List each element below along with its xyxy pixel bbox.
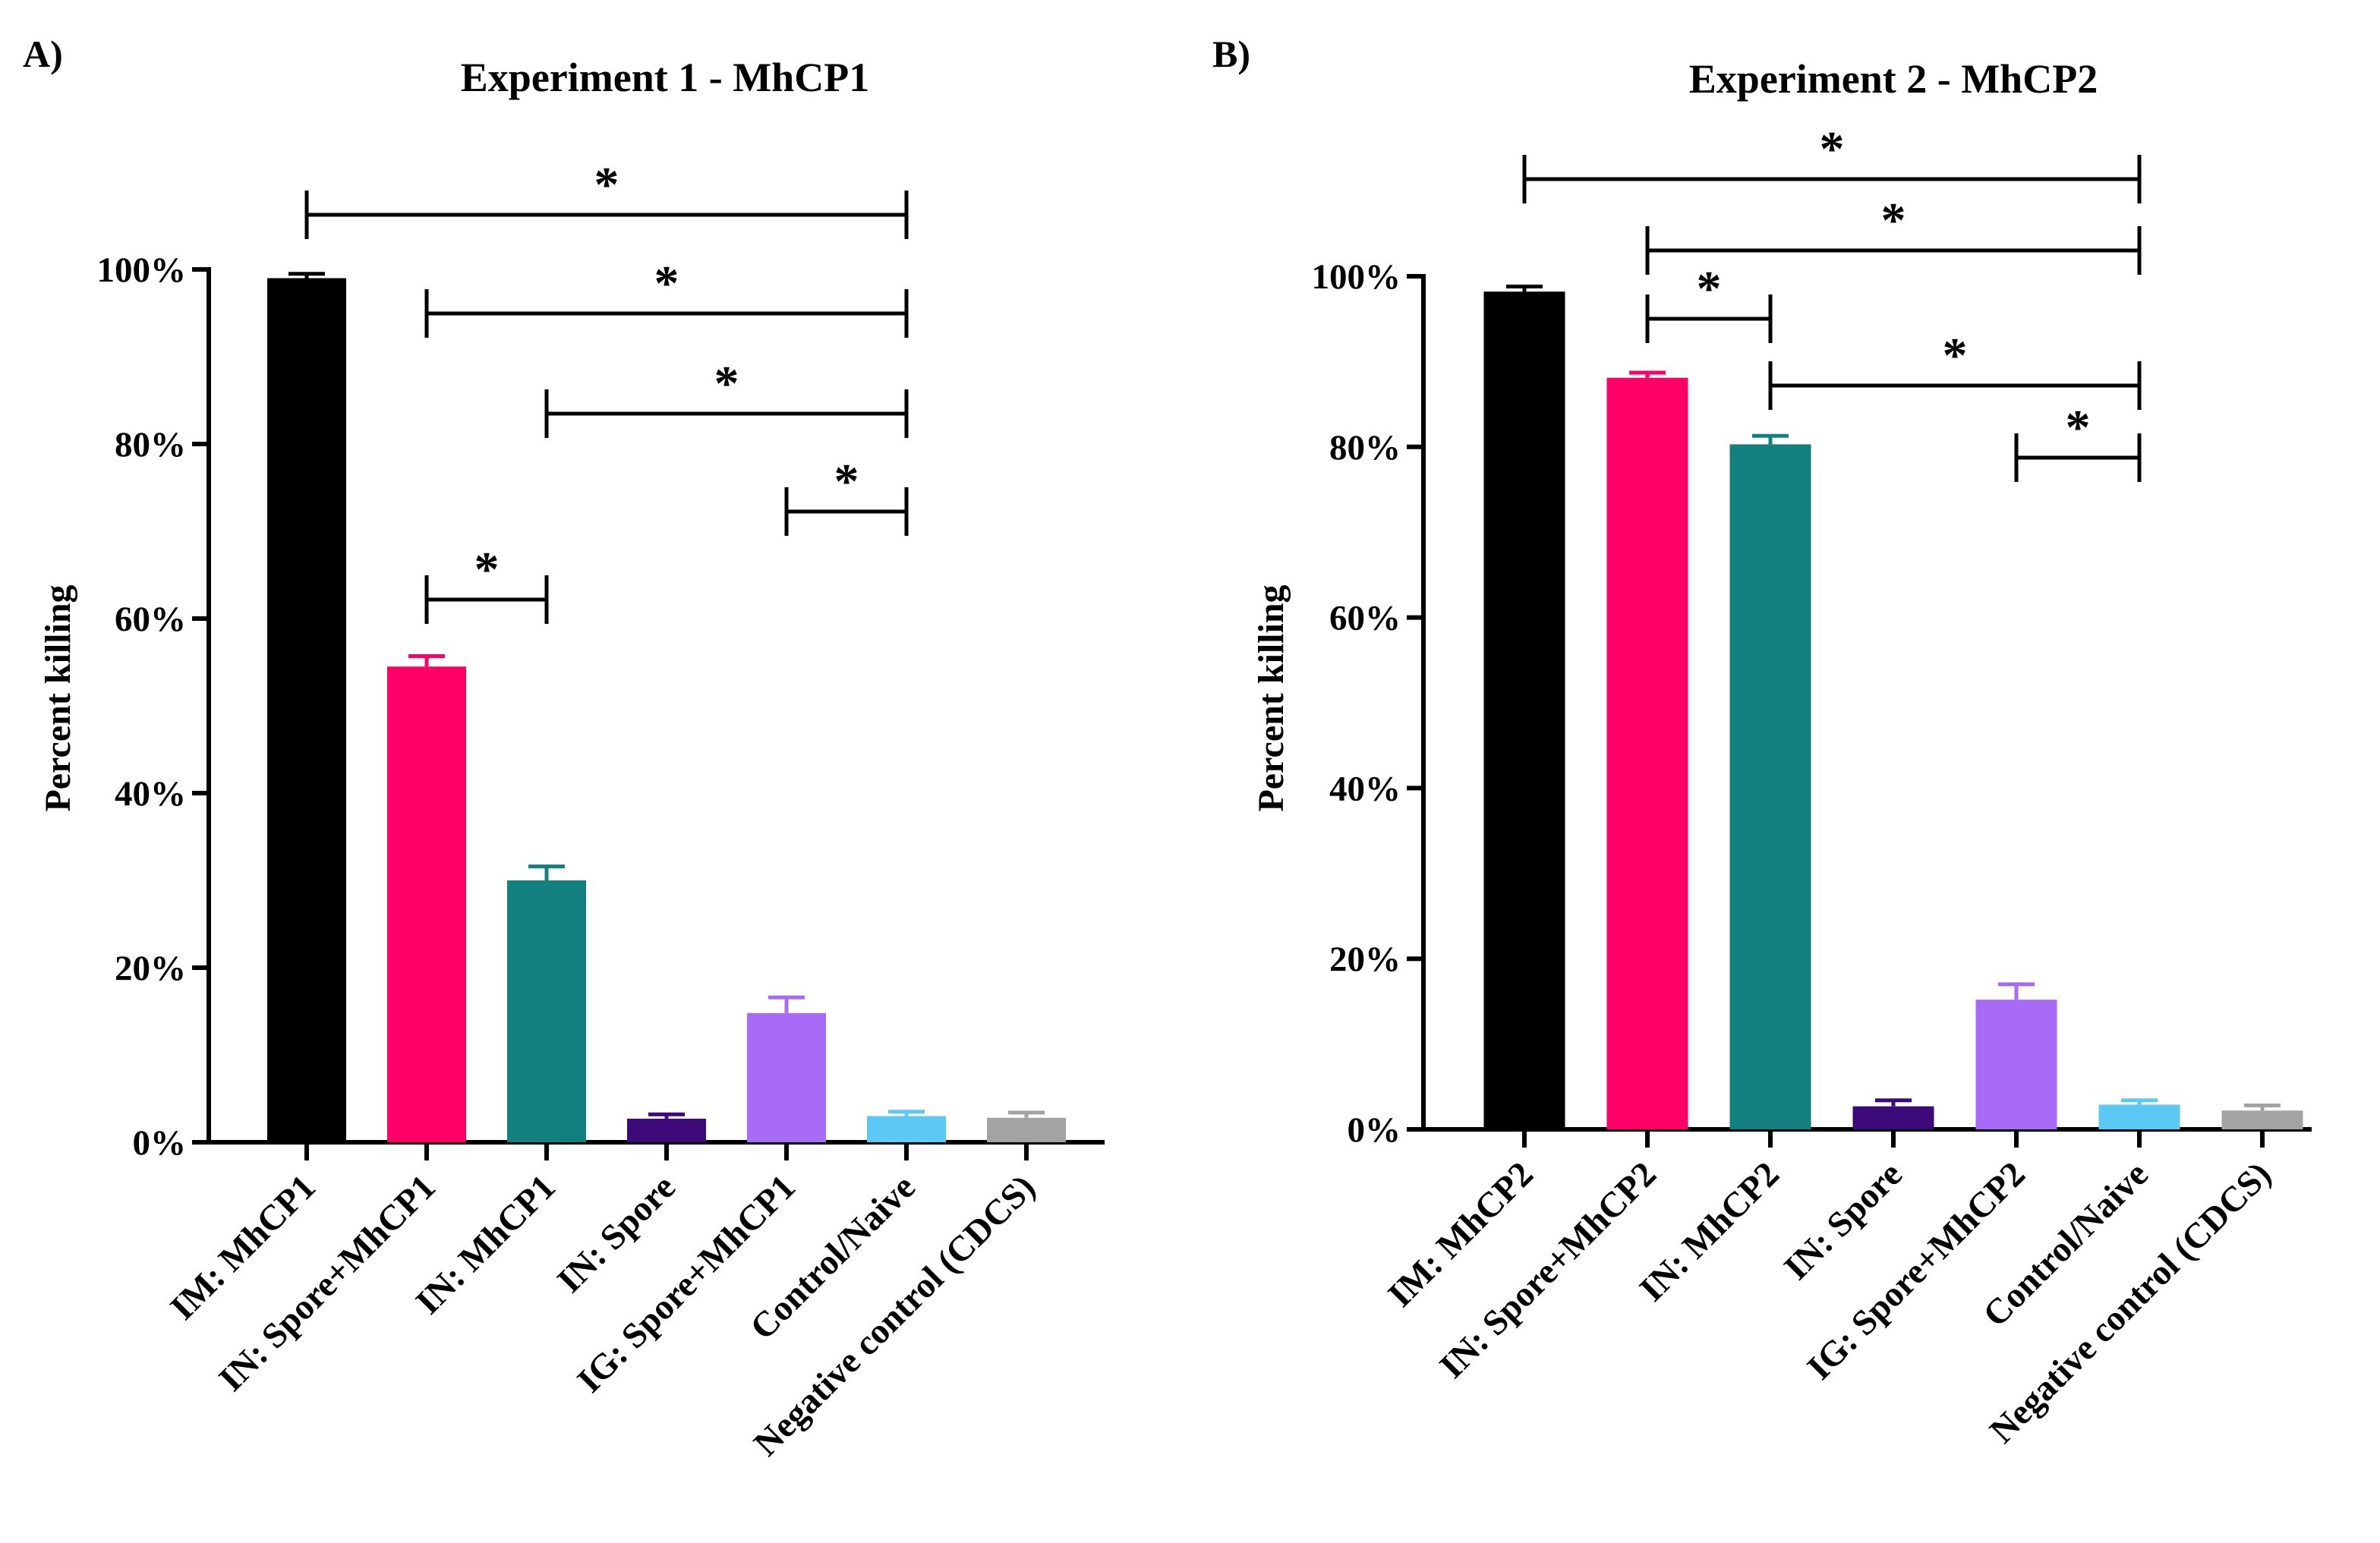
panel-letter: A) xyxy=(23,33,63,75)
y-tick-label: 80% xyxy=(115,425,186,464)
panel-b: B) Experiment 2 - MhCP2 Percent killing 0% 2… xyxy=(1212,33,2312,1451)
bar xyxy=(627,1118,706,1142)
x-tick-label: IN: Spore+MhCP1 xyxy=(212,1167,443,1399)
chart-title: Experiment 2 - MhCP2 xyxy=(1689,56,2098,102)
y-axis-label: Percent killing xyxy=(38,584,78,811)
significance-star: * xyxy=(1820,121,1845,177)
bar xyxy=(387,666,466,1142)
panel-letter: B) xyxy=(1212,33,1250,75)
x-tick-label: IG: Spore+MhCP2 xyxy=(1800,1154,2033,1387)
x-tick-label: IN: Spore+MhCP2 xyxy=(1433,1154,1664,1386)
y-axis-label: Percent killing xyxy=(1251,584,1291,811)
significance-star: * xyxy=(654,256,679,311)
y-tick-label: 60% xyxy=(1329,599,1401,638)
significance-star: * xyxy=(714,356,739,411)
bar xyxy=(2221,1110,2303,1129)
significance-star: * xyxy=(474,542,500,597)
bar xyxy=(1483,291,1565,1130)
bar xyxy=(867,1116,946,1142)
significance-star: * xyxy=(834,454,859,509)
bar xyxy=(987,1117,1066,1142)
y-tick-label: 20% xyxy=(115,949,186,988)
x-tick-label: IG: Spore+MhCP1 xyxy=(570,1167,803,1400)
significance-star: * xyxy=(1943,328,1968,383)
bar xyxy=(747,1012,826,1142)
significance-star: * xyxy=(2066,400,2091,455)
x-tick-label: IN: Spore xyxy=(1776,1154,1910,1288)
bar xyxy=(267,278,346,1142)
y-tick-label: 60% xyxy=(115,600,186,639)
y-tick-label: 80% xyxy=(1329,428,1401,468)
bar xyxy=(1852,1106,1934,1129)
bar xyxy=(2098,1104,2180,1129)
significance-star: * xyxy=(1881,193,1906,248)
y-tick-label: 0% xyxy=(1348,1110,1401,1150)
bar xyxy=(507,880,586,1142)
y-tick-label: 40% xyxy=(1329,769,1401,808)
bar xyxy=(1975,1000,2057,1129)
panel-a: A) Experiment 1 - MhCP1 Percent killing 0% 2… xyxy=(23,33,1105,1464)
y-tick-label: 0% xyxy=(133,1123,187,1163)
y-tick-label: 100% xyxy=(97,250,187,290)
significance-star: * xyxy=(594,157,619,213)
chart-title: Experiment 1 - MhCP1 xyxy=(461,55,869,100)
bar xyxy=(1606,377,1688,1130)
y-tick-label: 20% xyxy=(1329,940,1401,979)
bar xyxy=(1729,444,1811,1129)
significance-star: * xyxy=(1697,261,1722,316)
y-tick-label: 40% xyxy=(115,774,186,814)
y-tick-label: 100% xyxy=(1312,257,1401,297)
